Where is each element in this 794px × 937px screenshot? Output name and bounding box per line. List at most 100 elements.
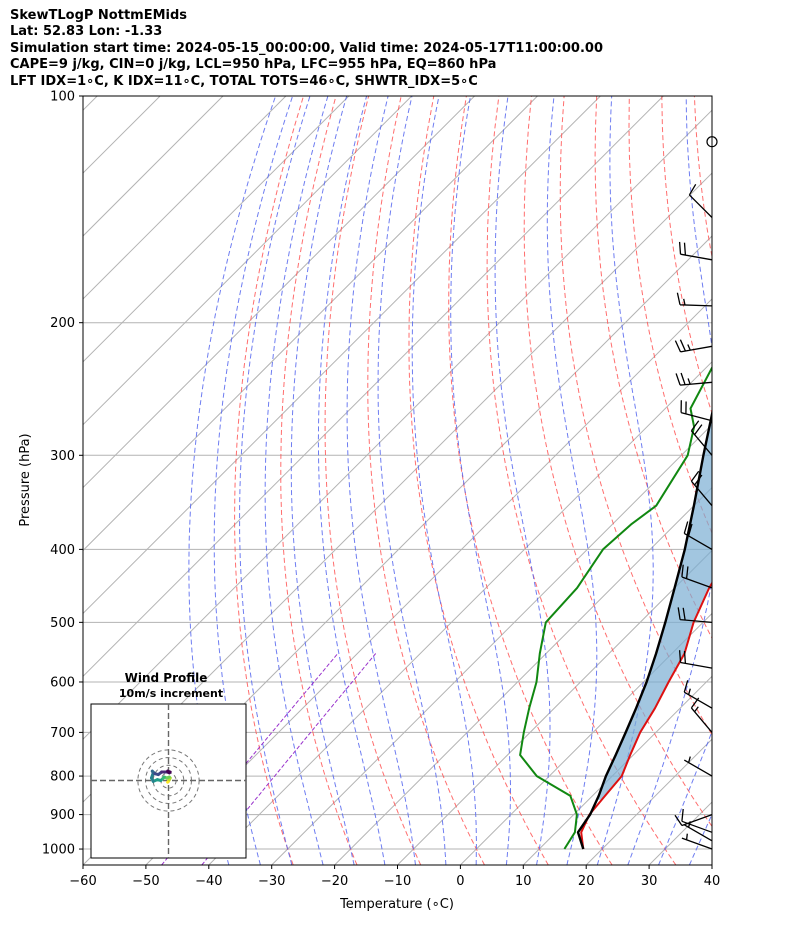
wind-barb [677, 607, 713, 624]
wind-barb [683, 680, 713, 709]
x-tick-label: −60 [69, 874, 96, 889]
dry-adiabat [234, 96, 304, 865]
x-tick-label: −40 [195, 874, 222, 889]
isotherm-line [334, 486, 712, 865]
moist-adiabat [627, 96, 712, 865]
isotherm-line [83, 96, 413, 426]
wind-barb [690, 697, 713, 733]
wind-barb [683, 756, 713, 777]
x-tick-label: 20 [578, 874, 595, 889]
wind-barb [678, 650, 713, 669]
moist-adiabat [346, 96, 416, 865]
y-tick-label: 200 [50, 316, 75, 331]
calm-wind-barb [706, 136, 718, 148]
temperature-profile [580, 581, 712, 850]
wind-barb [683, 521, 713, 550]
header-times: Simulation start time: 2024-05-15_00:00:… [10, 40, 603, 56]
wind-barb [674, 813, 713, 827]
moist-adiabat [596, 96, 654, 865]
dry-adiabat [594, 96, 712, 640]
isotherm-line [83, 96, 287, 300]
wind-barb [681, 564, 713, 589]
x-tick-label: 0 [456, 874, 464, 889]
wind-barb [688, 183, 713, 218]
moist-adiabat [317, 96, 386, 865]
x-tick-label: 40 [704, 874, 721, 889]
wind-barb [675, 372, 713, 386]
x-tick-label: −10 [384, 874, 411, 889]
moist-adiabat [188, 96, 277, 865]
dry-adiabat [486, 96, 677, 865]
y-tick-label: 1000 [42, 843, 75, 858]
wind-barb [681, 833, 713, 850]
isotherm-line [208, 361, 712, 865]
moist-adiabat [239, 96, 311, 865]
moist-adiabat [720, 96, 794, 865]
wind-barb [678, 241, 713, 261]
y-tick-label: 700 [50, 726, 75, 741]
x-axis-label: Temperature (∘C) [339, 897, 454, 912]
isotherm-line [460, 612, 712, 865]
isotherm-line [711, 864, 712, 865]
wind-barb [674, 339, 713, 353]
x-tick-label: −30 [258, 874, 285, 889]
header-station: SkewTLogP NottmEMids [10, 8, 188, 23]
dry-adiabat [367, 96, 485, 865]
moist-adiabat [658, 730, 712, 865]
dry-adiabat [448, 96, 613, 865]
x-tick-label: 30 [641, 874, 658, 889]
header-latlon: Lat: 52.83 Lon: -1.33 [10, 24, 163, 40]
wind-barb [690, 470, 713, 507]
dry-adiabat [760, 96, 794, 865]
isotherm-line [271, 423, 712, 865]
y-tick-label: 800 [50, 770, 75, 785]
moist-adiabat [264, 96, 329, 865]
moist-adiabat [494, 96, 551, 865]
hodograph-title: Wind Profile [125, 671, 208, 685]
wind-barb [680, 400, 713, 422]
dry-adiabat [727, 96, 794, 865]
y-tick-label: 900 [50, 808, 75, 823]
isotherm-line [522, 675, 712, 865]
y-tick-label: 400 [50, 543, 75, 558]
dry-adiabat [324, 96, 422, 865]
y-axis-label: Pressure (hPa) [18, 433, 33, 526]
moist-adiabat [377, 96, 447, 865]
isotherm-line [145, 298, 712, 865]
chart-header: SkewTLogP NottmEMids Lat: 52.83 Lon: -1.… [10, 8, 780, 90]
mixing-ratio-line [201, 653, 377, 865]
isotherm-line [397, 549, 712, 865]
parcel-profile [576, 408, 712, 850]
moist-adiabat [290, 96, 355, 865]
y-tick-label: 300 [50, 449, 75, 464]
cape-shading [596, 414, 712, 800]
dry-adiabat [559, 96, 712, 736]
header-indices: LFT IDX=1∘C, K IDX=11∘C, TOTAL TOTS=46∘C… [10, 73, 478, 89]
moist-adiabat [546, 96, 598, 865]
x-tick-label: 10 [515, 874, 532, 889]
isotherm-line [83, 109, 712, 740]
y-tick-label: 600 [50, 675, 75, 690]
hodograph-subtitle: 10m/s increment [119, 687, 223, 700]
isotherm-line [775, 96, 794, 865]
y-tick-label: 100 [50, 90, 75, 105]
dewpoint-profile [519, 365, 712, 850]
dry-adiabat [280, 96, 358, 865]
isotherm-line [83, 96, 350, 363]
wind-barb [690, 420, 713, 456]
isotherm-line [83, 96, 475, 489]
dry-adiabat [523, 96, 712, 828]
dry-adiabat [408, 96, 549, 865]
header-cape: CAPE=9 j/kg, CIN=0 j/kg, LCL=950 hPa, LF… [10, 57, 497, 73]
isotherm-line [83, 96, 538, 552]
moist-adiabat [450, 96, 511, 865]
moist-adiabat [213, 96, 294, 865]
y-tick-label: 500 [50, 616, 75, 631]
isotherm-line [83, 96, 224, 237]
dry-adiabat [661, 96, 712, 415]
hodograph-segment [166, 769, 172, 774]
isotherm-line [83, 96, 664, 678]
x-tick-label: −20 [321, 874, 348, 889]
wind-barb [676, 292, 713, 307]
